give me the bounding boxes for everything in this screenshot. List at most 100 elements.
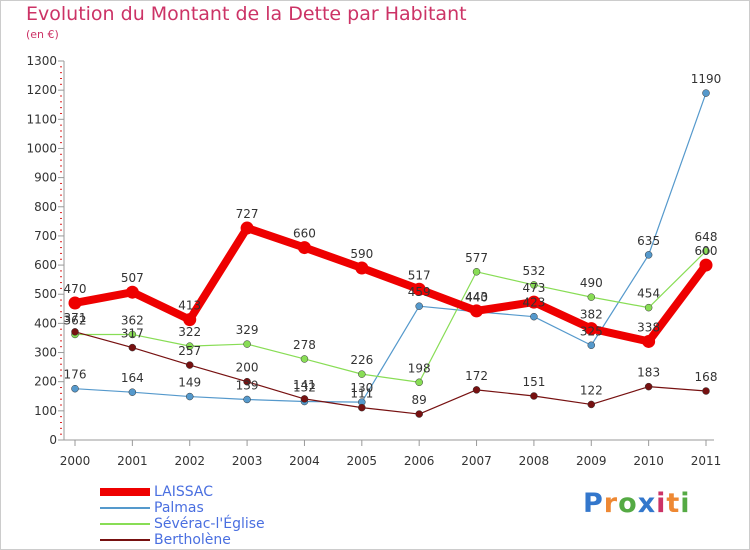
data-label: 149 — [178, 376, 201, 390]
data-point — [185, 361, 194, 369]
data-label: 517 — [408, 268, 431, 282]
data-point — [243, 340, 251, 348]
data-point — [415, 410, 423, 418]
x-tick-label: 2006 — [404, 454, 435, 468]
x-tick-label: 2007 — [461, 454, 492, 468]
data-point — [644, 382, 653, 391]
data-label: 600 — [695, 244, 718, 258]
data-point — [412, 282, 426, 296]
data-label: 577 — [465, 251, 488, 265]
data-point — [185, 392, 194, 401]
proxiti-logo: Proxiti — [583, 488, 691, 519]
data-point — [355, 261, 369, 275]
data-point — [587, 341, 596, 349]
data-point — [584, 322, 598, 336]
data-point — [297, 241, 311, 255]
data-point — [125, 285, 139, 299]
data-label: 317 — [121, 327, 144, 341]
data-label: 172 — [465, 369, 488, 383]
legend-swatch — [100, 539, 150, 541]
data-label: 362 — [121, 313, 144, 327]
data-label: 443 — [465, 290, 488, 304]
data-label: 1190 — [691, 72, 722, 86]
legend-label: Palmas — [154, 500, 204, 516]
logo-letter: o — [618, 488, 638, 519]
data-label: 473 — [522, 281, 545, 295]
data-point — [415, 302, 423, 310]
logo-letter: t — [666, 488, 681, 519]
data-label: 423 — [522, 296, 545, 310]
data-point — [642, 334, 656, 348]
data-point — [527, 295, 541, 309]
y-tick-label: 700 — [34, 229, 57, 243]
series-line-Sévérac-l'Église — [75, 250, 707, 383]
chart-title: Evolution du Montant de la Dette par Hab… — [26, 3, 467, 25]
data-point — [68, 296, 82, 310]
logo-letter: P — [583, 488, 604, 519]
data-label: 507 — [121, 271, 144, 285]
y-tick-label: 1000 — [26, 141, 57, 155]
y-tick-label: 300 — [34, 346, 57, 360]
legend-label: Sévérac-l'Église — [154, 516, 265, 532]
data-point — [243, 395, 251, 404]
data-point — [702, 247, 710, 255]
data-point — [300, 355, 309, 363]
data-label: 111 — [350, 387, 373, 401]
data-label: 648 — [695, 230, 718, 244]
data-point — [71, 384, 79, 393]
data-label: 660 — [293, 227, 316, 241]
data-label: 440 — [465, 291, 488, 305]
logo-letter: r — [603, 488, 619, 519]
data-point — [702, 89, 710, 97]
y-tick-label: 900 — [34, 171, 57, 185]
x-tick-label: 2008 — [519, 454, 550, 468]
data-label: 151 — [522, 375, 545, 389]
legend-item: Palmas — [100, 500, 265, 516]
data-label: 490 — [580, 276, 603, 290]
x-tick-label: 2003 — [232, 454, 263, 468]
data-point — [243, 377, 251, 386]
data-label: 413 — [178, 299, 201, 313]
data-point — [530, 281, 538, 289]
data-label: 382 — [580, 308, 603, 322]
logo-letter: i — [656, 488, 667, 519]
data-label: 89 — [412, 393, 427, 407]
data-label: 141 — [293, 378, 316, 392]
data-label: 454 — [637, 287, 660, 301]
data-point — [470, 304, 484, 318]
data-label: 635 — [637, 234, 660, 248]
logo-letter: x — [637, 488, 657, 519]
data-label: 139 — [236, 378, 259, 392]
data-point — [530, 392, 538, 400]
data-label: 278 — [293, 338, 316, 352]
data-label: 122 — [580, 383, 603, 397]
data-label: 257 — [178, 344, 201, 358]
data-label: 532 — [522, 264, 545, 278]
data-label: 183 — [637, 366, 660, 380]
chart-legend: LAISSAC Palmas Sévérac-l'Église Bertholène — [100, 484, 265, 548]
x-tick-label: 2011 — [691, 454, 722, 468]
data-point — [240, 221, 254, 235]
data-point — [415, 378, 423, 387]
x-tick-label: 2005 — [347, 454, 378, 468]
y-tick-label: 800 — [34, 200, 57, 214]
data-point — [644, 303, 653, 312]
data-point — [183, 313, 197, 327]
y-tick-label: 400 — [34, 316, 57, 330]
data-label: 470 — [64, 282, 87, 296]
data-label: 176 — [64, 368, 87, 382]
data-point — [128, 330, 137, 339]
x-tick-label: 2000 — [60, 454, 91, 468]
y-tick-label: 1200 — [26, 83, 57, 97]
data-label: 130 — [350, 381, 373, 395]
y-tick-label: 100 — [34, 404, 57, 418]
data-label: 226 — [350, 353, 373, 367]
data-point — [128, 388, 137, 396]
legend-item: Sévérac-l'Église — [100, 516, 265, 532]
data-point — [587, 293, 596, 301]
data-label: 198 — [408, 361, 431, 375]
y-tick-label: 0 — [49, 433, 57, 447]
data-label: 164 — [121, 371, 144, 385]
data-label: 329 — [236, 323, 259, 337]
